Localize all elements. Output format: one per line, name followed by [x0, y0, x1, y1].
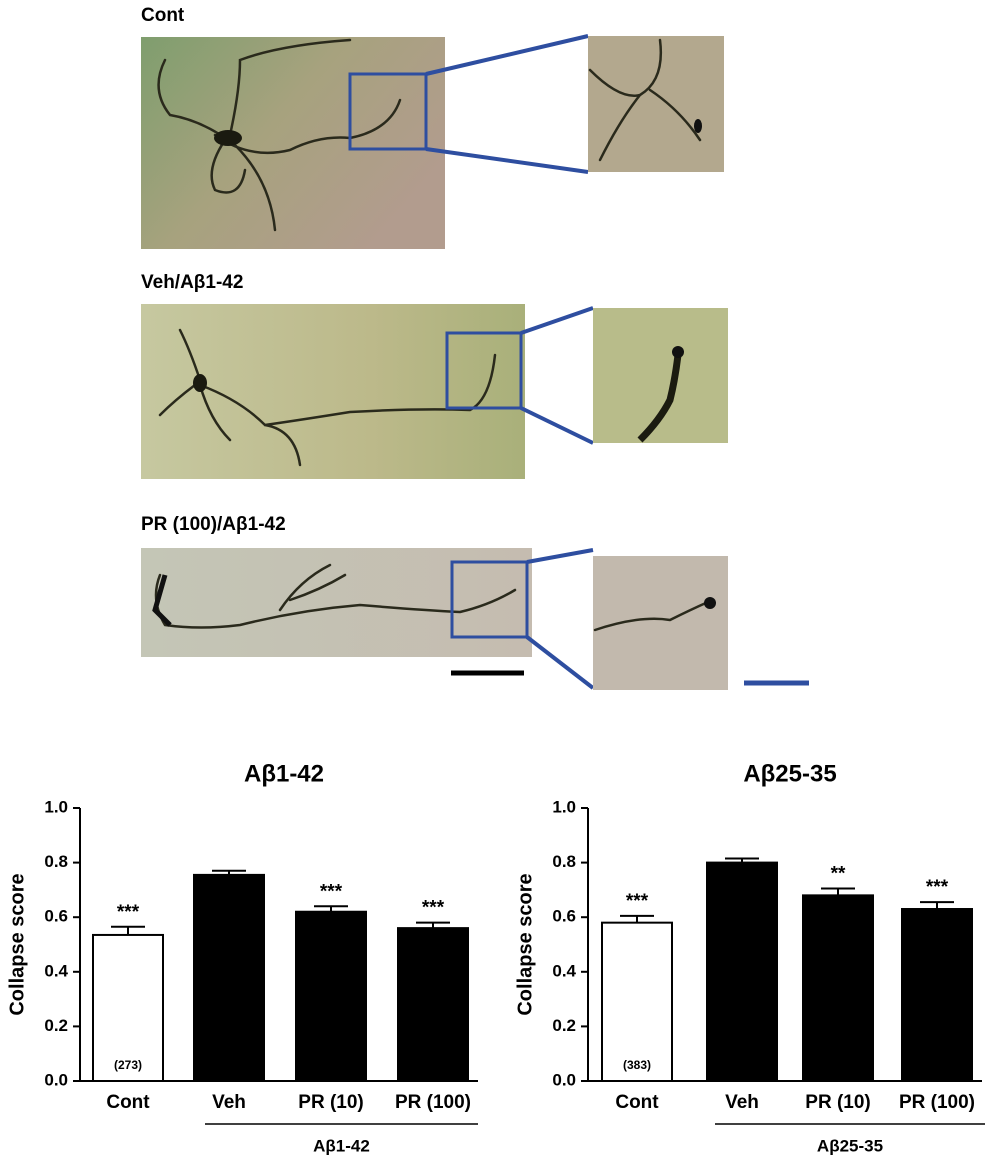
n-label: (478) — [317, 1058, 345, 1072]
n-label: (305) — [923, 1058, 951, 1072]
y-tick-label: 0.8 — [552, 852, 576, 871]
micrograph — [141, 304, 525, 479]
bar — [901, 908, 973, 1083]
chart-title: Aβ1-42 — [244, 760, 324, 787]
micrograph — [141, 37, 445, 249]
bar — [601, 921, 673, 1082]
bar — [802, 894, 874, 1082]
y-tick-label: 0.2 — [552, 1016, 576, 1035]
inset — [588, 36, 724, 172]
x-tick-label: Cont — [615, 1092, 659, 1113]
y-tick-label: 0.8 — [44, 852, 68, 871]
y-axis-label: Collapse score — [514, 873, 536, 1015]
x-tick-label: PR (10) — [298, 1092, 363, 1113]
y-tick-label: 1.0 — [552, 797, 576, 816]
error-bar — [212, 869, 246, 875]
micrograph — [141, 548, 532, 657]
n-label: (347) — [824, 1058, 852, 1072]
significance: *** — [926, 877, 949, 898]
panel-label: Veh/Aβ1-42 — [141, 272, 243, 293]
inset — [593, 556, 728, 690]
zoom-line — [520, 306, 594, 335]
x-tick-label: Veh — [212, 1092, 246, 1113]
n-label: (383) — [623, 1058, 651, 1072]
inset — [593, 308, 728, 443]
group-label: Aβ25-35 — [817, 1136, 883, 1155]
error-bar — [725, 857, 759, 863]
x-tick-label: Cont — [106, 1092, 150, 1113]
zoom-line — [425, 34, 589, 76]
panel-label: Cont — [141, 5, 185, 26]
y-tick-label: 0.4 — [44, 961, 68, 980]
y-tick-label: 0.0 — [44, 1070, 68, 1089]
n-label: (392) — [728, 1058, 756, 1072]
group-label: Aβ1-42 — [313, 1136, 370, 1155]
significance: *** — [320, 881, 343, 902]
y-axis-label: Collapse score — [6, 873, 28, 1015]
bar — [706, 861, 778, 1082]
x-tick-label: PR (10) — [805, 1092, 870, 1113]
panel-label: PR (100)/Aβ1-42 — [141, 514, 286, 535]
significance: *** — [422, 898, 445, 919]
n-label: (484) — [215, 1058, 243, 1072]
bar — [193, 873, 265, 1083]
error-bar — [314, 905, 348, 912]
error-bar — [620, 914, 654, 923]
bar — [295, 910, 367, 1082]
zoom-line — [525, 635, 595, 690]
error-bar — [416, 921, 450, 929]
y-tick-label: 0.2 — [44, 1016, 68, 1035]
bar — [92, 933, 164, 1082]
n-label: (366) — [419, 1058, 447, 1072]
zoom-line — [520, 406, 594, 445]
x-tick-label: Veh — [725, 1092, 759, 1113]
significance: ** — [831, 864, 846, 885]
y-tick-label: 0.0 — [552, 1070, 576, 1089]
x-tick-label: PR (100) — [899, 1092, 975, 1113]
y-tick-label: 1.0 — [44, 797, 68, 816]
y-tick-label: 0.6 — [552, 907, 576, 926]
y-tick-label: 0.4 — [552, 961, 576, 980]
error-bar — [821, 887, 855, 896]
zoom-line — [425, 147, 589, 174]
bar — [397, 927, 469, 1082]
y-tick-label: 0.6 — [44, 907, 68, 926]
significance: *** — [626, 891, 649, 912]
chart-title: Aβ25-35 — [743, 760, 836, 787]
error-bar — [111, 925, 145, 935]
error-bar — [920, 901, 954, 910]
x-tick-label: PR (100) — [395, 1092, 471, 1113]
n-label: (273) — [114, 1058, 142, 1072]
zoom-line — [526, 548, 594, 564]
significance: *** — [117, 902, 140, 923]
